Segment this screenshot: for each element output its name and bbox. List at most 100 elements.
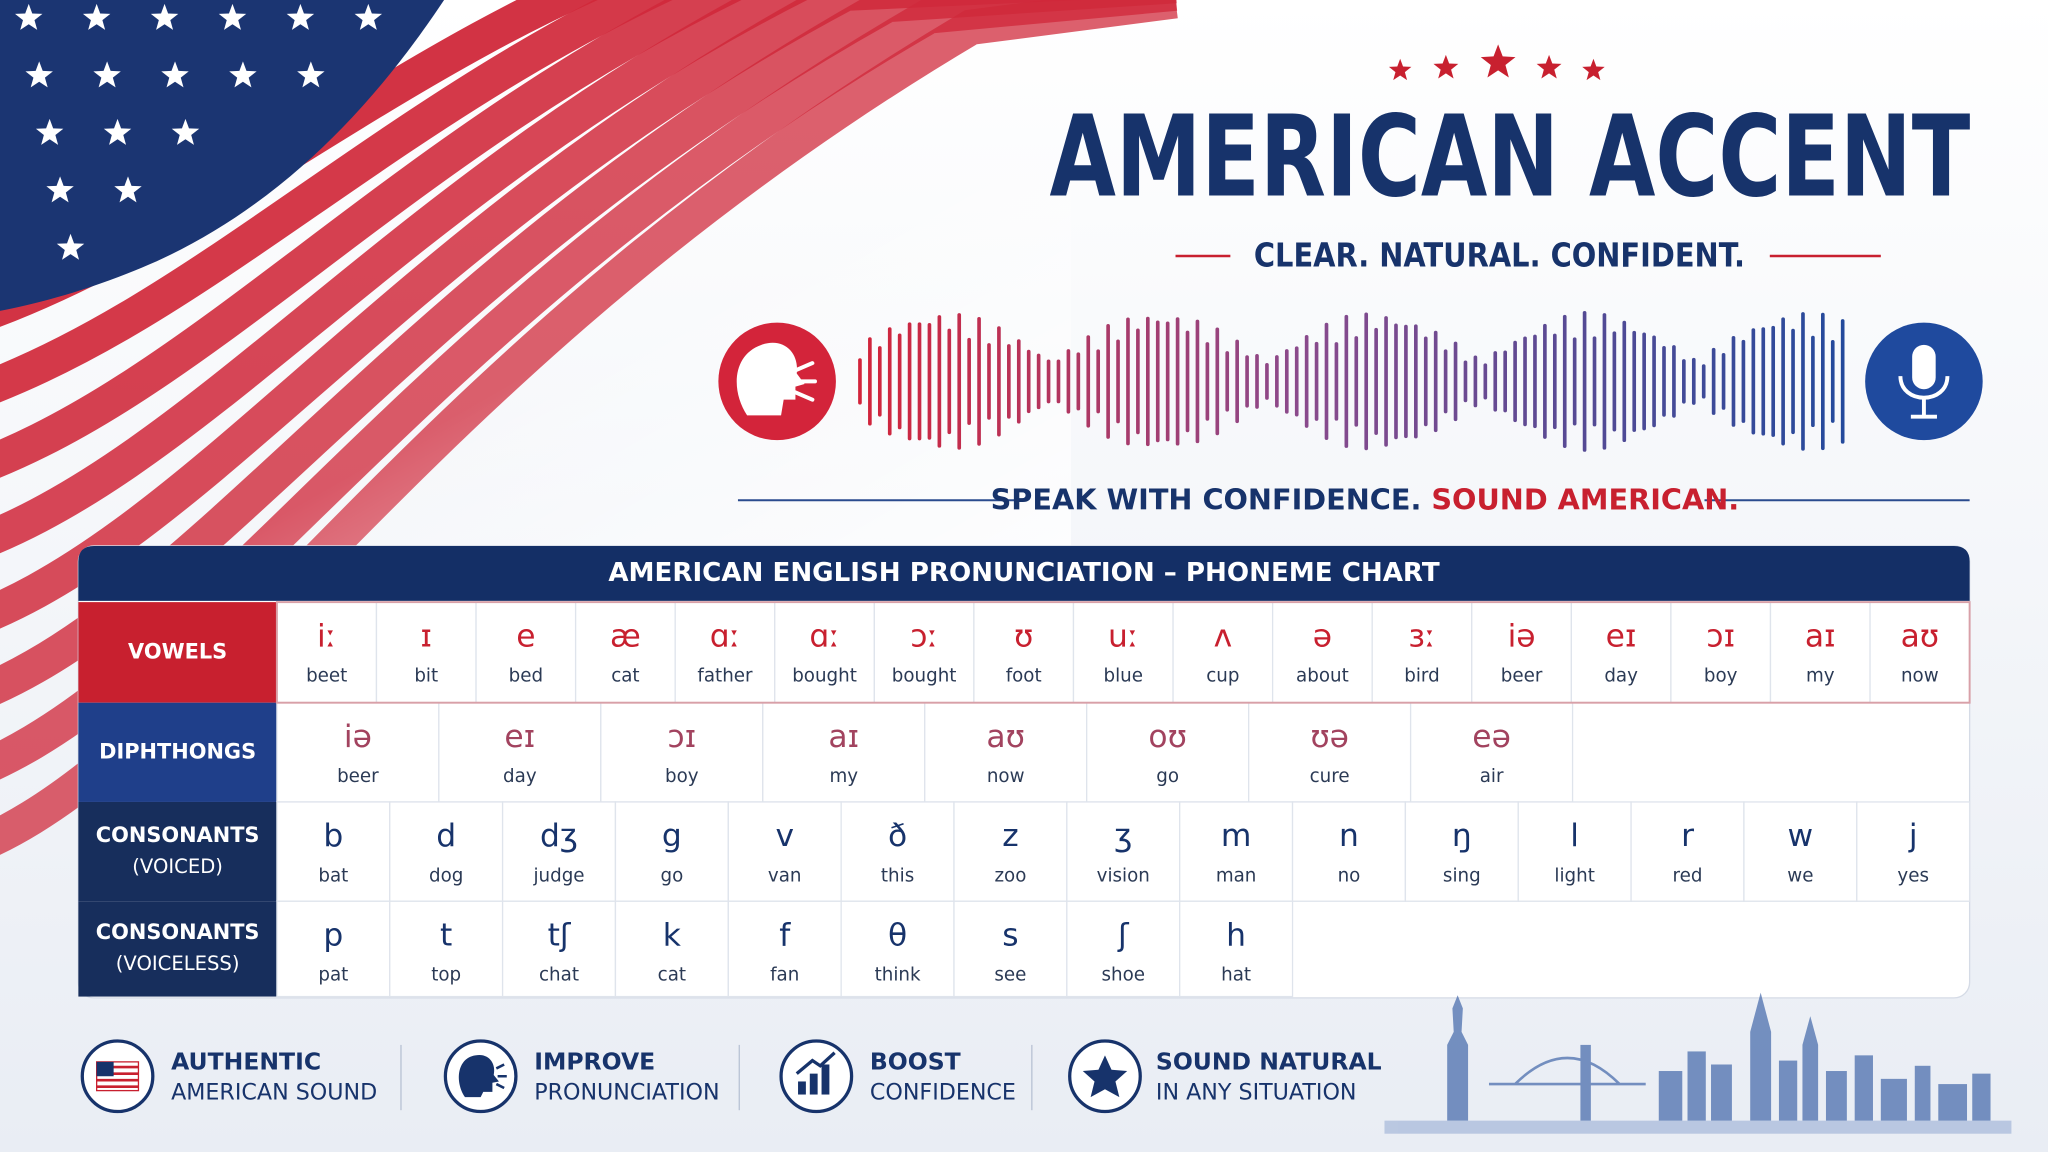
example-word: top: [431, 965, 461, 986]
phoneme-cell: d dog: [389, 801, 504, 902]
phoneme-cell: ŋ sing: [1404, 801, 1519, 902]
wave-bar: [987, 343, 991, 420]
wave-bar: [1404, 324, 1408, 439]
wave-bar: [1503, 350, 1508, 413]
phoneme-cell: aʊ now: [924, 702, 1088, 803]
cell-box: [924, 702, 1088, 803]
wave-bar: [1344, 314, 1349, 448]
cell-box: [840, 801, 955, 902]
title-star: [1582, 58, 1605, 81]
cell-box: [1086, 702, 1250, 803]
phoneme-cell: ʒ vision: [1066, 801, 1181, 902]
wave-bar: [1354, 336, 1359, 427]
table-header: [78, 545, 1970, 601]
wave-bar: [1493, 351, 1498, 412]
phoneme-cell: eɪ day: [438, 702, 602, 803]
wave-bar: [1384, 316, 1388, 447]
wave-bar: [1136, 328, 1140, 435]
wave-bar: [1443, 349, 1448, 414]
phoneme-symbol: s: [1002, 917, 1018, 953]
phoneme-cell: k cat: [614, 900, 729, 998]
wave-bar: [937, 315, 942, 448]
phoneme-cell: z zoo: [953, 801, 1068, 902]
example-word: go: [1156, 766, 1179, 787]
phoneme-cell: iə beer: [1471, 601, 1572, 704]
phoneme-symbol: ŋ: [1452, 818, 1472, 854]
example-word: fan: [770, 965, 799, 986]
wave-bar: [1205, 342, 1210, 421]
wave-bar: [1185, 330, 1190, 433]
wave-bar: [1096, 349, 1101, 414]
example-word: we: [1787, 865, 1813, 886]
example-word: red: [1673, 865, 1703, 886]
flag-fade: [0, 0, 1072, 614]
row-label: CONSONANTS: [96, 920, 260, 944]
wave-bar: [1235, 339, 1239, 424]
cell-box: [1517, 801, 1632, 902]
phoneme-cell: aɪ my: [762, 702, 926, 803]
row-label: (VOICELESS): [116, 952, 240, 975]
cell-box: [774, 601, 875, 704]
wave-bar: [1811, 335, 1815, 428]
features: AUTHENTIC AMERICAN SOUND IMPROVE PRONUNCIAT…: [80, 1039, 1382, 1114]
row-label: (VOICED): [132, 855, 223, 878]
feature-text: BOOST: [870, 1048, 961, 1076]
row-label-cell: [78, 702, 277, 802]
wave-bar: [917, 322, 922, 441]
cell-box: [973, 601, 1075, 704]
phoneme-symbol: h: [1226, 917, 1246, 953]
wave-bar: [1741, 339, 1746, 423]
title: AMERICAN ACCENT: [1049, 92, 1970, 222]
wave-bar: [1314, 341, 1319, 421]
cell-box: [1570, 601, 1672, 704]
example-word: blue: [1104, 666, 1143, 687]
example-word: bought: [792, 666, 857, 687]
phoneme-symbol: iə: [344, 719, 372, 755]
phoneme-cell: b bat: [276, 801, 391, 902]
wave-bar: [1076, 352, 1081, 411]
wave-bar: [1711, 347, 1716, 415]
phoneme-symbol: ʊ: [1014, 618, 1033, 654]
phoneme-cell: v van: [727, 801, 842, 902]
cell-box: [276, 601, 378, 704]
wave-bar: [1523, 336, 1527, 427]
flag: [0, 0, 1178, 855]
phoneme-cell: tʃ chat: [501, 900, 617, 998]
wave-bar: [1691, 357, 1696, 405]
phoneme-symbol: aʊ: [986, 719, 1025, 755]
example-word: no: [1338, 865, 1361, 886]
example-word: cup: [1206, 666, 1239, 687]
wave-bar: [927, 323, 932, 440]
wave-bar: [1284, 349, 1289, 414]
wave-bar: [1642, 332, 1646, 431]
cell-box: [1179, 801, 1294, 902]
phoneme-symbol: ɪ: [420, 618, 432, 654]
phoneme-cell: æ cat: [574, 601, 676, 704]
phoneme-cell: dʒ judge: [501, 801, 617, 902]
example-word: foot: [1006, 666, 1042, 687]
phoneme-symbol: ʌ: [1214, 618, 1233, 654]
wave-bar: [1155, 320, 1160, 443]
example-word: cure: [1310, 766, 1350, 787]
phoneme-symbol: ʃ: [1117, 917, 1130, 953]
wave-bar: [1463, 360, 1468, 403]
wave-bar: [1145, 316, 1150, 447]
wave-bar: [1562, 314, 1567, 448]
cell-box: [1066, 900, 1181, 998]
phoneme-symbol: ʊə: [1310, 719, 1349, 755]
phoneme-cell: e bed: [475, 601, 577, 704]
wave-bar: [1672, 345, 1676, 418]
wave-bar: [1304, 334, 1309, 428]
example-word: boy: [665, 766, 699, 787]
cell-box: [727, 900, 842, 998]
example-word: bed: [509, 666, 543, 687]
wave-bar: [1582, 310, 1587, 452]
example-word: father: [697, 666, 753, 687]
phoneme-cell: ɑː father: [674, 601, 776, 704]
wave-bar: [1513, 340, 1517, 423]
phoneme-symbol: g: [662, 818, 682, 854]
wave-bar: [1701, 364, 1706, 399]
cell-box: [727, 801, 842, 902]
feature-text: IMPROVE: [534, 1048, 655, 1076]
